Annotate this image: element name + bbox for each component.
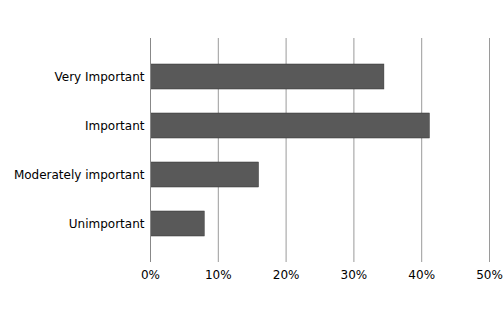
svg-text:Important: Important [85, 119, 145, 133]
svg-text:Unimportant: Unimportant [69, 217, 145, 231]
svg-text:Moderately important: Moderately important [14, 168, 145, 182]
svg-text:10%: 10% [205, 268, 232, 282]
svg-text:50%: 50% [476, 268, 503, 282]
svg-text:40%: 40% [408, 268, 435, 282]
svg-text:0%: 0% [141, 268, 160, 282]
svg-text:30%: 30% [341, 268, 368, 282]
svg-text:20%: 20% [273, 268, 300, 282]
svg-text:Very Important: Very Important [55, 70, 145, 84]
